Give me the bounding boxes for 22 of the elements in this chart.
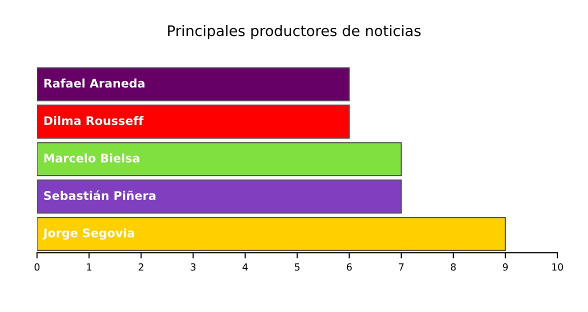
x-tick-label: 4 [242,263,248,271]
x-tick-label: 0 [34,263,40,271]
chart-title: Principales productores de noticias [168,24,421,40]
bar [37,67,350,102]
x-tick-label: 9 [502,263,508,271]
y-tick-label: Jorge Segovia [42,228,134,240]
x-tick-label: 10 [552,263,563,271]
x-tick-label: 7 [399,263,404,271]
y-tick-label: Rafael Araneda [44,78,144,88]
y-tick-label: Marcelo Bielsa [44,153,140,163]
bar [37,216,506,252]
bar [37,142,402,176]
x-tick-label: 1 [87,263,92,271]
x-tick-label: 3 [190,263,196,271]
x-tick-label: 6 [346,263,352,271]
x-tick-label: 5 [294,263,300,271]
y-tick-label: Dilma Rousseff [44,116,144,126]
x-tick-label: 2 [138,263,144,271]
bar [37,180,402,214]
bar [37,104,350,139]
y-tick-label: Sebastián Piñera [44,190,156,200]
x-tick-label: 8 [450,263,456,271]
